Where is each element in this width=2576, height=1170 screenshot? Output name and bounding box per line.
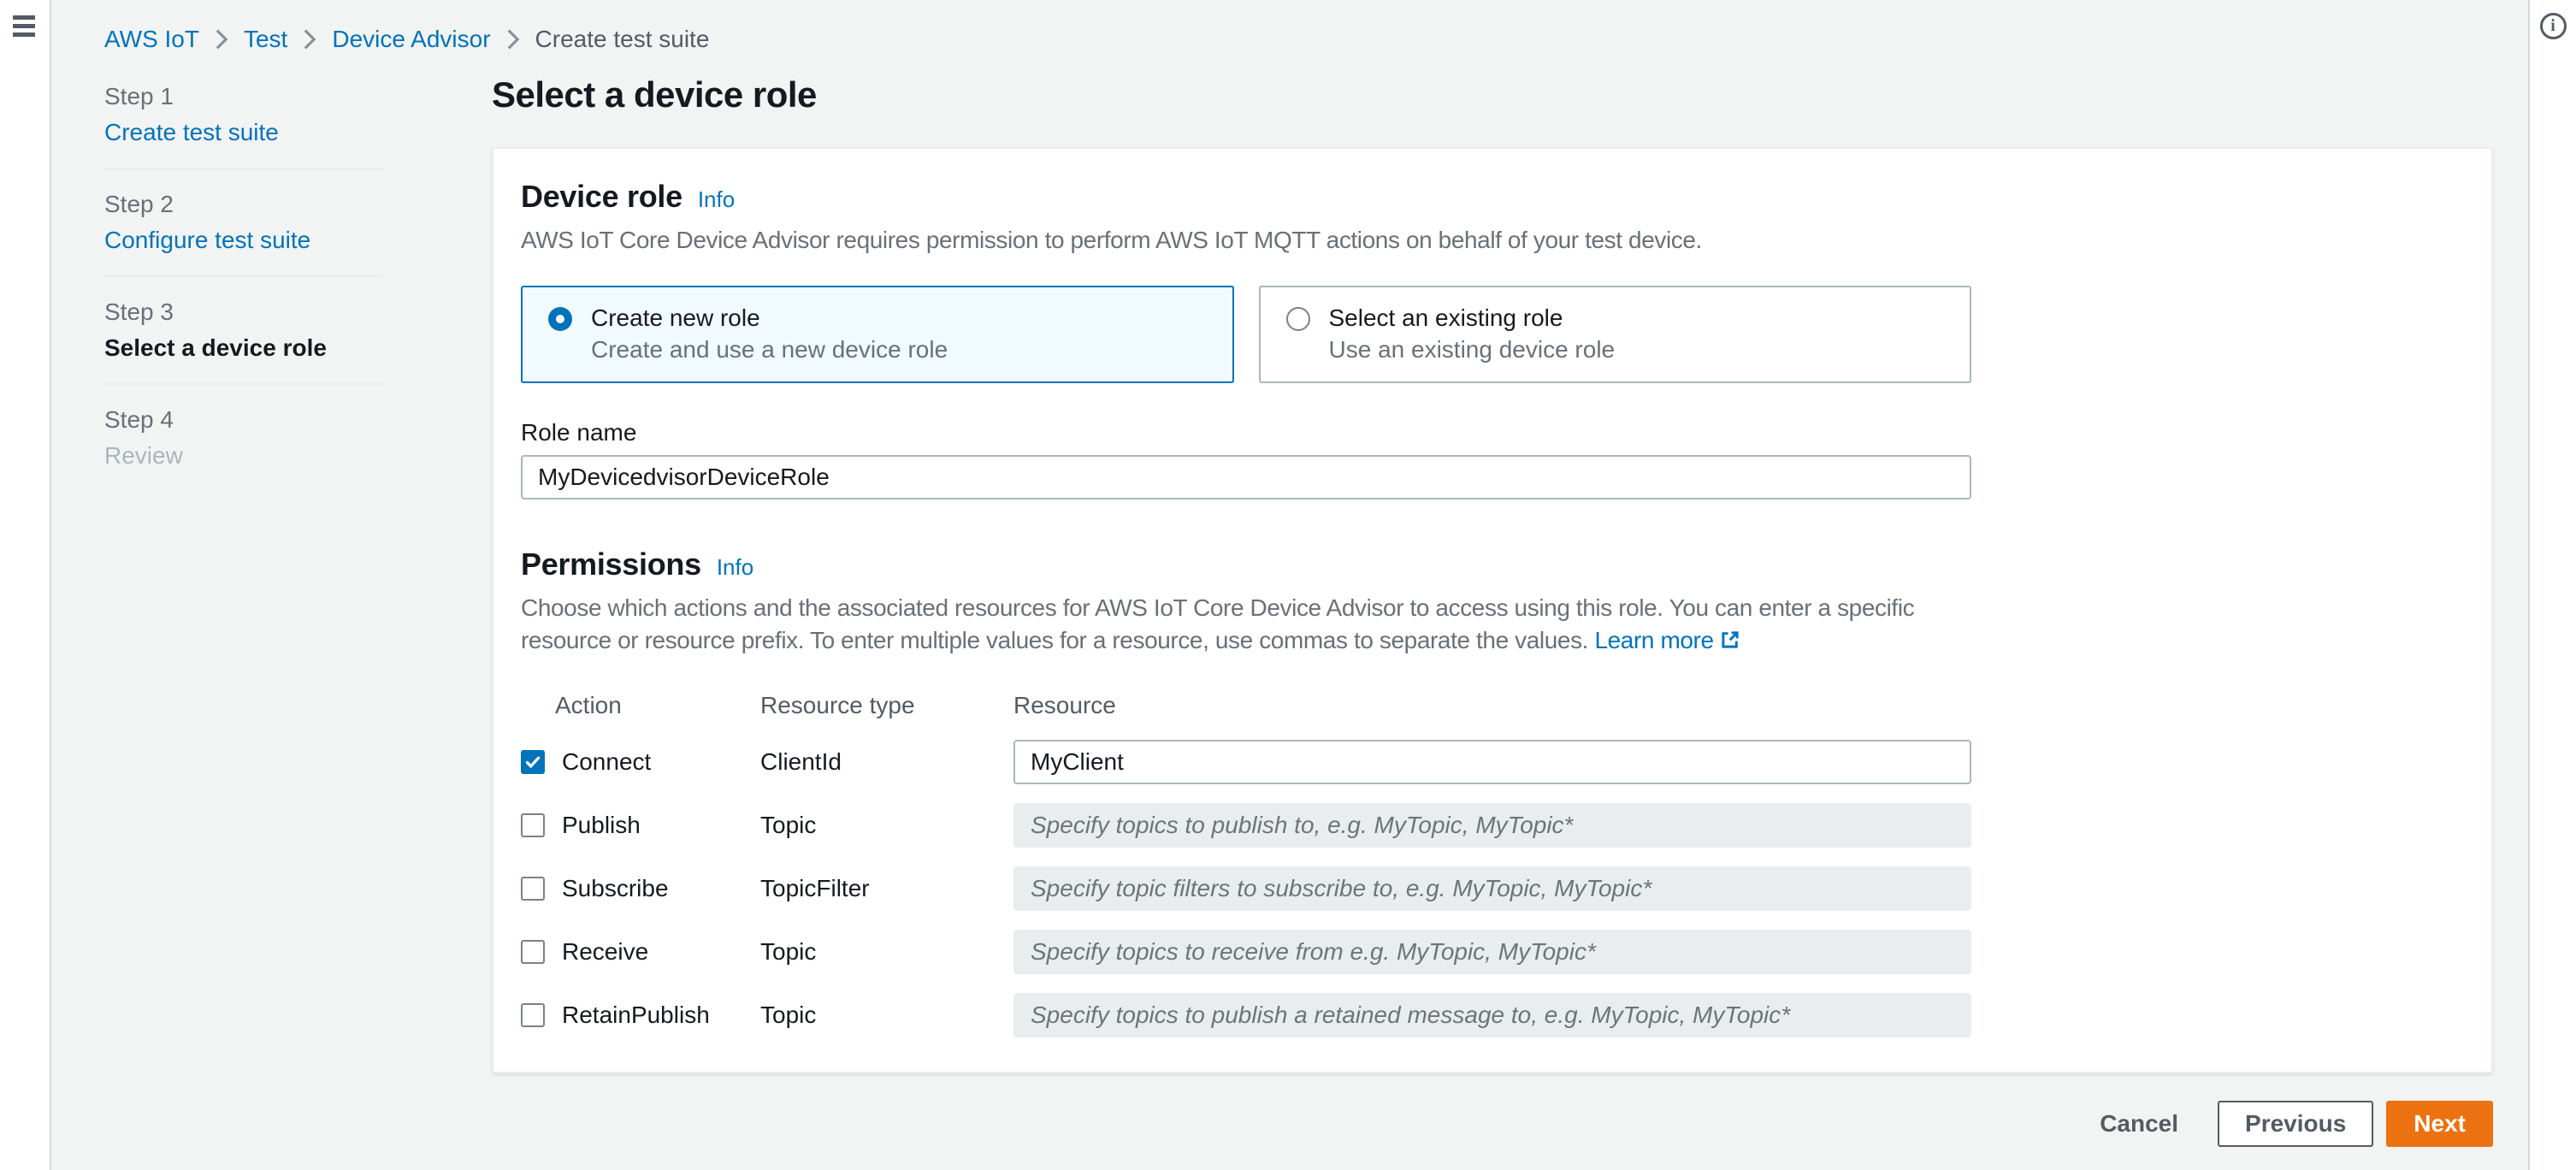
resource-type-label: ClientId — [760, 748, 842, 775]
wizard-steps-nav: Step 1 Create test suite Step 2 Configur… — [104, 82, 383, 470]
radio-selected-icon[interactable] — [548, 307, 572, 331]
table-row-subscribe: Subscribe — [521, 875, 760, 902]
breadcrumb-current: Create test suite — [535, 26, 710, 52]
step-1: Step 1 Create test suite — [104, 82, 383, 147]
table-row-publish: Publish — [521, 812, 760, 839]
help-panel-rail: i — [2528, 0, 2576, 1170]
radio-tile-description: Use an existing device role — [1328, 336, 1616, 363]
column-header-resource-type: Resource type — [760, 692, 915, 718]
device-role-section-header: Device role Info — [521, 178, 1971, 216]
radio-tile-select-existing-role[interactable]: Select an existing role Use an existing … — [1258, 286, 1971, 383]
breadcrumb: AWS IoT Test Device Advisor Create test … — [104, 26, 709, 53]
previous-button[interactable]: Previous — [2218, 1101, 2374, 1147]
main-column: Select a device role Device role Info AW… — [492, 74, 2493, 1147]
radio-unselected-icon[interactable] — [1285, 307, 1310, 331]
resource-input-receive — [1013, 930, 1971, 974]
step-4-review: Review — [104, 442, 183, 469]
breadcrumb-link-test[interactable]: Test — [243, 26, 288, 52]
resource-type-label: TopicFilter — [760, 875, 870, 901]
external-link-icon — [1719, 627, 1741, 659]
chevron-right-icon — [506, 28, 520, 50]
permissions-description-text: Choose which actions and the associated … — [521, 594, 1915, 653]
step-3-label: Step 3 — [104, 298, 174, 325]
step-1-label: Step 1 — [104, 83, 174, 109]
device-role-title: Device role — [521, 179, 682, 214]
step-2: Step 2 Configure test suite — [104, 190, 383, 255]
step-1-link-create-test-suite[interactable]: Create test suite — [104, 119, 279, 145]
checkbox-checked-icon[interactable] — [521, 750, 545, 774]
role-name-field: Role name — [521, 419, 1971, 499]
permissions-section-header: Permissions Info — [521, 546, 1971, 583]
breadcrumb-link-device-advisor[interactable]: Device Advisor — [332, 26, 491, 52]
table-row-connect: Connect — [521, 748, 760, 776]
chevron-right-icon — [215, 28, 228, 50]
role-name-input[interactable] — [521, 455, 1971, 499]
form-column: Device role Info AWS IoT Core Device Adv… — [521, 178, 1971, 1037]
resource-input-retainpublish — [1013, 993, 1971, 1037]
learn-more-link[interactable]: Learn more — [1594, 627, 1740, 653]
role-name-label: Role name — [521, 419, 637, 446]
table-row-retainpublish: RetainPublish — [521, 1002, 760, 1029]
permissions-description: Choose which actions and the associated … — [521, 592, 1971, 659]
step-divider — [104, 168, 383, 169]
column-header-action: Action — [555, 692, 622, 718]
cancel-button[interactable]: Cancel — [2100, 1110, 2179, 1137]
resource-input-connect[interactable] — [1013, 740, 1971, 784]
breadcrumb-link-aws-iot[interactable]: AWS IoT — [104, 26, 199, 52]
permissions-info-link[interactable]: Info — [716, 554, 754, 580]
action-label: Receive — [562, 938, 649, 965]
step-4: Step 4 Review — [104, 405, 383, 470]
chevron-right-icon — [303, 28, 316, 50]
checkbox-unchecked-icon[interactable] — [521, 1003, 545, 1027]
checkbox-unchecked-icon[interactable] — [521, 877, 545, 901]
radio-tile-label: Create new role — [591, 304, 760, 331]
permissions-table: Action Resource type Resource Connect Cl… — [521, 692, 1971, 1037]
wizard-footer-actions: Cancel Previous Next — [492, 1101, 2493, 1147]
content-area: AWS IoT Test Device Advisor Create test … — [53, 0, 2526, 1170]
step-3-current-select-device-role: Select a device role — [104, 334, 327, 361]
radio-tile-create-new-role[interactable]: Create new role Create and use a new dev… — [521, 286, 1234, 383]
resource-type-label: Topic — [760, 938, 817, 965]
step-divider — [104, 275, 383, 277]
info-circle-icon[interactable]: i — [2539, 13, 2567, 39]
action-label: Connect — [562, 748, 652, 775]
checkbox-unchecked-icon[interactable] — [521, 940, 545, 964]
action-label: RetainPublish — [562, 1002, 710, 1028]
resource-input-publish — [1013, 803, 1971, 848]
resource-type-label: Topic — [760, 1002, 817, 1028]
step-divider — [104, 383, 383, 385]
action-label: Publish — [562, 812, 641, 838]
step-2-link-configure-test-suite[interactable]: Configure test suite — [104, 227, 311, 253]
action-label: Subscribe — [562, 875, 669, 901]
radio-tile-description: Create and use a new device role — [591, 336, 948, 363]
form-panel: Device role Info AWS IoT Core Device Adv… — [492, 147, 2493, 1073]
next-button[interactable]: Next — [2386, 1101, 2493, 1147]
hamburger-menu-icon[interactable] — [13, 15, 37, 37]
device-role-radio-group: Create new role Create and use a new dev… — [521, 286, 1971, 383]
step-3: Step 3 Select a device role — [104, 298, 383, 363]
device-role-description: AWS IoT Core Device Advisor requires per… — [521, 227, 1702, 253]
left-nav-rail — [0, 0, 51, 1170]
resource-type-label: Topic — [760, 812, 817, 838]
permissions-title: Permissions — [521, 547, 701, 582]
step-2-label: Step 2 — [104, 191, 174, 217]
checkbox-unchecked-icon[interactable] — [521, 813, 545, 837]
page-title: Select a device role — [492, 74, 817, 115]
column-header-resource: Resource — [1013, 692, 1116, 718]
step-4-label: Step 4 — [104, 406, 174, 433]
radio-tile-label: Select an existing role — [1328, 304, 1563, 331]
device-role-info-link[interactable]: Info — [697, 186, 736, 212]
table-row-receive: Receive — [521, 938, 760, 966]
resource-input-subscribe — [1013, 866, 1971, 911]
